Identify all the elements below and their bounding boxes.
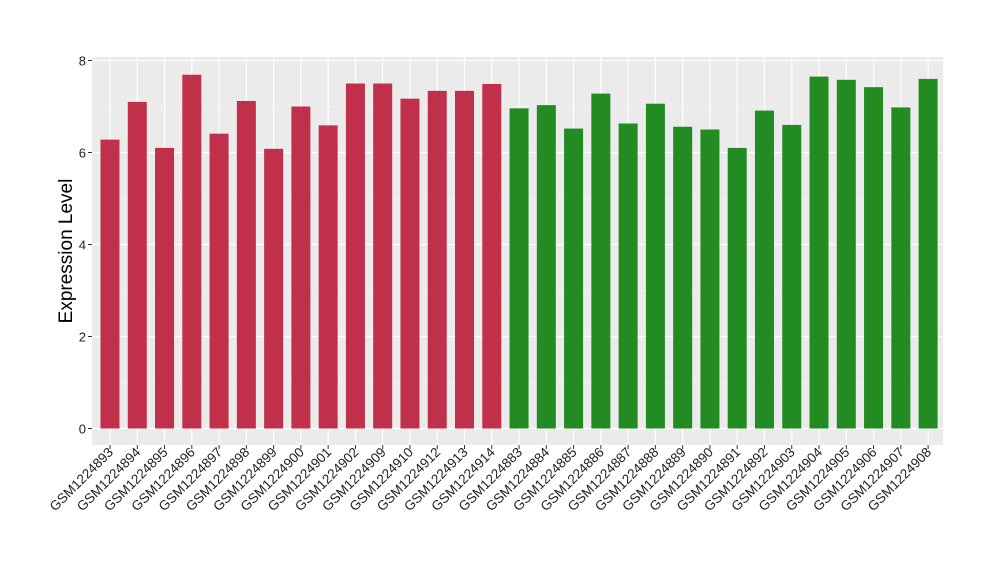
bar-GSM1224903 [782,124,802,429]
bar-GSM1224912 [427,90,447,429]
bar-GSM1224896 [182,74,202,429]
bar-GSM1224893 [100,139,120,429]
bar-GSM1224901 [318,125,338,429]
bar-GSM1224883 [509,108,529,429]
bar-GSM1224904 [809,76,829,429]
y-tick-label: 6 [79,146,86,161]
bar-GSM1224888 [645,103,665,429]
bar-GSM1224905 [836,79,856,429]
bar-GSM1224894 [127,101,147,429]
bar-GSM1224906 [864,87,884,429]
bar-GSM1224890 [700,129,720,429]
bar-GSM1224889 [673,126,693,429]
bar-GSM1224908 [918,78,938,429]
bar-GSM1224899 [264,148,284,429]
bar-GSM1224902 [345,83,365,429]
bar-GSM1224897 [209,133,229,429]
bar-GSM1224895 [155,147,175,429]
bar-GSM1224914 [482,83,502,429]
bar-GSM1224907 [891,107,911,429]
bars [100,74,938,429]
y-axis-label: Expression Level [56,179,77,324]
bar-GSM1224900 [291,106,311,429]
bar-GSM1224886 [591,93,611,429]
bar-GSM1224913 [455,90,475,429]
x-axis: GSM1224893GSM1224894GSM1224895GSM1224896… [47,444,935,514]
bar-GSM1224898 [236,100,256,429]
bar-GSM1224884 [536,105,556,429]
y-tick-label: 4 [79,238,86,253]
y-tick-label: 0 [79,422,86,437]
bar-GSM1224891 [727,147,747,429]
y-axis: 0 2 4 6 8 [79,54,92,437]
y-tick-label: 2 [79,330,86,345]
y-tick-label: 8 [79,54,86,69]
bar-GSM1224887 [618,123,638,429]
bar-GSM1224892 [754,110,774,429]
bar-GSM1224885 [564,128,584,429]
bar-GSM1224910 [400,98,420,429]
bar-GSM1224909 [373,83,393,429]
